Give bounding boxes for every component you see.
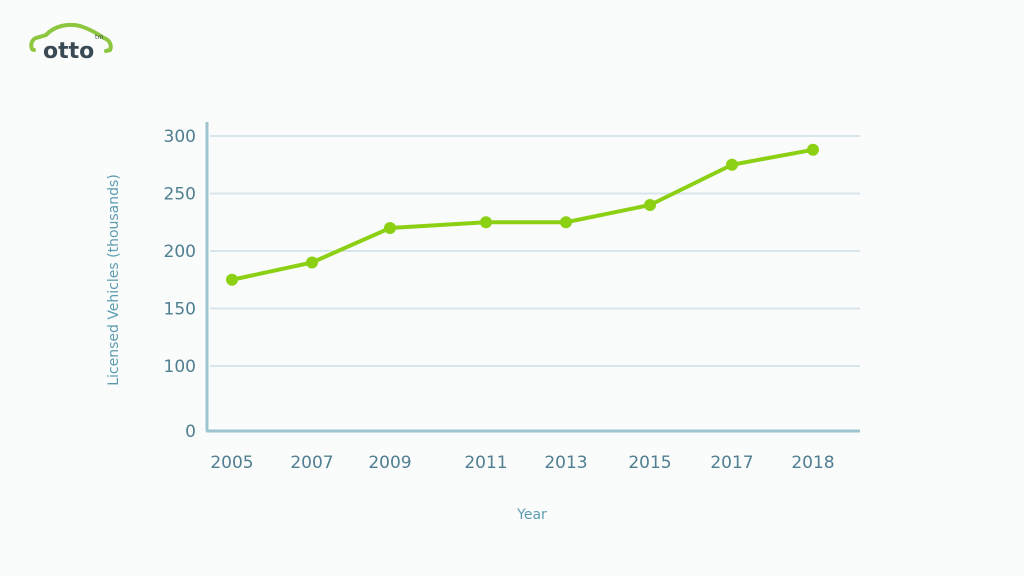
trademark-mark: tm	[95, 34, 103, 41]
x-tick-label: 2005	[210, 453, 253, 473]
x-tick-label: 2015	[628, 453, 671, 473]
x-tick-label: 2018	[791, 453, 834, 473]
data-point-2005	[226, 273, 238, 286]
data-point-2015	[644, 199, 656, 211]
y-tick-label: 100	[164, 357, 196, 377]
y-tick-label: 250	[164, 185, 196, 205]
y-tick-label: 0	[185, 422, 196, 442]
data-point-2011	[480, 216, 492, 229]
x-tick-label: 2011	[464, 453, 507, 473]
y-tick-label: 200	[164, 242, 196, 262]
car-logo-icon: otto tm	[29, 22, 113, 64]
y-axis-title: Licensed Vehicles (thousands)	[106, 174, 122, 386]
otto-logo: otto tm	[28, 20, 114, 64]
data-point-2017	[726, 158, 738, 171]
gridlines	[210, 135, 860, 367]
data-markers	[226, 143, 819, 286]
y-tick-label: 150	[164, 300, 196, 320]
x-tick-label: 2013	[544, 453, 587, 473]
x-tick-label: 2009	[368, 453, 411, 473]
brand-name: otto	[43, 39, 94, 64]
data-point-2009	[384, 222, 396, 234]
data-point-2013	[560, 216, 572, 229]
x-tick-label: 2007	[290, 453, 333, 473]
x-axis-ticks: 2005 2007 2009 2011 2013 2015 2017 2018	[210, 453, 834, 473]
y-tick-label: 300	[164, 127, 196, 147]
x-tick-label: 2017	[710, 453, 753, 473]
data-point-2018	[807, 143, 819, 156]
y-axis-ticks: 0 100 150 200 250 300	[164, 127, 196, 442]
series-line	[230, 147, 815, 282]
data-point-2007	[306, 256, 318, 269]
x-axis-title: Year	[516, 507, 547, 523]
